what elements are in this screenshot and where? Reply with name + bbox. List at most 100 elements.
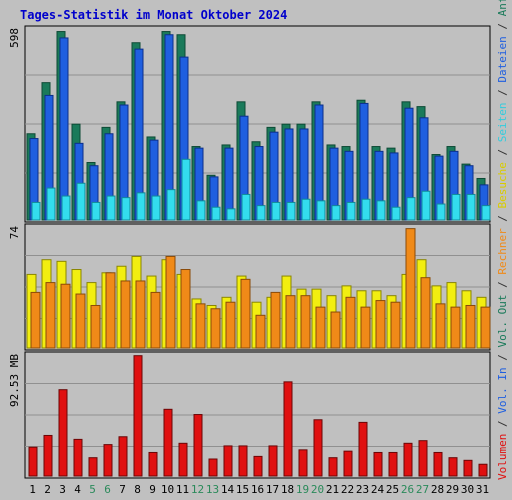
legend-item: Dateien [496, 36, 509, 82]
legend-separator: / [496, 83, 509, 103]
day-label-22: 22 [341, 483, 354, 496]
bar-requests-seiten-day-14 [226, 208, 236, 221]
bar-requests-seiten-day-2 [46, 187, 56, 221]
legend-separator: / [496, 414, 509, 434]
day-label-7: 7 [119, 483, 126, 496]
day-label-19: 19 [296, 483, 309, 496]
bar-requests-seiten-day-30 [466, 193, 476, 221]
axis-max-label: 92.53 MB [8, 354, 21, 407]
bar-requests-seiten-day-18 [286, 201, 296, 221]
bar-requests-seiten-day-7 [121, 197, 131, 221]
bar-visits-rechner-day-20 [315, 306, 326, 349]
day-label-12: 12 [191, 483, 204, 496]
day-label-10: 10 [161, 483, 174, 496]
chart-title: Tages-Statistik im Monat Oktober 2024 [20, 8, 287, 22]
bar-visits-rechner-day-18 [285, 295, 296, 349]
bar-visits-rechner-day-13 [210, 308, 221, 349]
bar-requests-seiten-day-10 [166, 189, 176, 221]
bar-visits-rechner-day-17 [270, 291, 281, 349]
day-label-26: 26 [401, 483, 414, 496]
bar-volume-volumen-in-day-28 [433, 451, 443, 477]
bar-visits-rechner-day-15 [240, 278, 251, 349]
bar-volume-volumen-in-day-4 [73, 438, 83, 477]
bar-visits-rechner-day-29 [450, 306, 461, 349]
bar-requests-seiten-day-19 [301, 198, 311, 221]
bar-volume-volumen-in-day-11 [178, 442, 188, 477]
bar-requests-seiten-day-28 [436, 203, 446, 221]
day-label-16: 16 [251, 483, 264, 496]
bar-visits-rechner-day-14 [225, 301, 236, 349]
bar-visits-rechner-day-28 [435, 303, 446, 349]
bar-requests-seiten-day-29 [451, 193, 461, 221]
bar-volume-volumen-in-day-17 [268, 445, 278, 477]
bar-requests-seiten-day-27 [421, 190, 431, 221]
day-label-27: 27 [416, 483, 429, 496]
day-label-14: 14 [221, 483, 235, 496]
day-label-25: 25 [386, 483, 399, 496]
bar-volume-volumen-in-day-30 [463, 459, 473, 477]
legend-item: Anfragen [496, 0, 509, 16]
day-label-4: 4 [74, 483, 81, 496]
bar-requests-seiten-day-24 [376, 200, 386, 221]
day-label-30: 30 [461, 483, 474, 496]
bar-requests-dateien-day-3 [59, 37, 69, 221]
day-label-18: 18 [281, 483, 294, 496]
bar-volume-volumen-in-day-15 [238, 445, 248, 477]
bar-volume-volumen-in-day-23 [358, 421, 368, 477]
bar-volume-volumen-in-day-21 [328, 457, 338, 477]
day-label-6: 6 [104, 483, 111, 496]
day-label-2: 2 [44, 483, 51, 496]
bar-visits-rechner-day-11 [180, 269, 191, 349]
bar-visits-rechner-day-27 [420, 277, 431, 349]
axis-max-label: 598 [8, 28, 21, 48]
bar-visits-rechner-day-8 [135, 280, 146, 349]
day-label-28: 28 [431, 483, 444, 496]
bar-requests-seiten-day-6 [106, 195, 116, 221]
bar-volume-volumen-in-day-14 [223, 445, 233, 477]
bar-volume-volumen-in-day-25 [388, 451, 398, 477]
bar-requests-seiten-day-15 [241, 193, 251, 221]
legend-separator: / [496, 275, 509, 295]
bar-requests-seiten-day-12 [196, 200, 206, 221]
day-label-23: 23 [356, 483, 369, 496]
day-label-5: 5 [89, 483, 96, 496]
bar-visits-rechner-day-19 [300, 295, 311, 349]
bar-requests-seiten-day-11 [181, 158, 191, 221]
bar-volume-volumen-in-day-3 [58, 389, 68, 477]
legend-item: Vol. Out [496, 295, 509, 348]
day-label-15: 15 [236, 483, 249, 496]
bar-requests-seiten-day-22 [346, 201, 356, 221]
bar-requests-seiten-day-5 [91, 201, 101, 221]
panel-visits: 74 [8, 223, 491, 351]
bar-visits-rechner-day-26 [405, 228, 416, 349]
bar-requests-seiten-day-31 [481, 205, 491, 221]
right-legend: Volumen / Vol. In / Vol. Out / Rechner /… [496, 0, 509, 480]
bar-visits-rechner-day-9 [150, 291, 161, 349]
legend-item: Vol. In [496, 367, 509, 413]
bar-visits-rechner-day-22 [345, 296, 356, 349]
bar-volume-volumen-in-day-2 [43, 434, 53, 477]
bar-visits-rechner-day-5 [90, 304, 101, 349]
bar-volume-volumen-in-day-24 [373, 451, 383, 477]
legend-separator: / [496, 142, 509, 162]
bar-volume-volumen-in-day-22 [343, 450, 353, 477]
bar-volume-volumen-in-day-26 [403, 442, 413, 477]
legend-item: Besuche [496, 162, 509, 208]
bar-volume-volumen-in-day-20 [313, 419, 323, 477]
bar-visits-rechner-day-2 [45, 282, 56, 349]
bar-visits-rechner-day-30 [465, 304, 476, 349]
bar-visits-rechner-day-25 [390, 301, 401, 349]
bar-volume-volumen-in-day-1 [28, 446, 38, 477]
day-label-8: 8 [134, 483, 141, 496]
bar-requests-seiten-day-3 [61, 195, 71, 221]
bar-volume-volumen-in-day-13 [208, 458, 218, 477]
bar-visits-rechner-day-7 [120, 280, 131, 349]
bar-requests-seiten-day-17 [271, 201, 281, 221]
bar-visits-rechner-day-24 [375, 300, 386, 349]
bar-requests-seiten-day-8 [136, 192, 146, 221]
day-label-31: 31 [476, 483, 489, 496]
bar-volume-volumen-in-day-31 [478, 463, 488, 477]
